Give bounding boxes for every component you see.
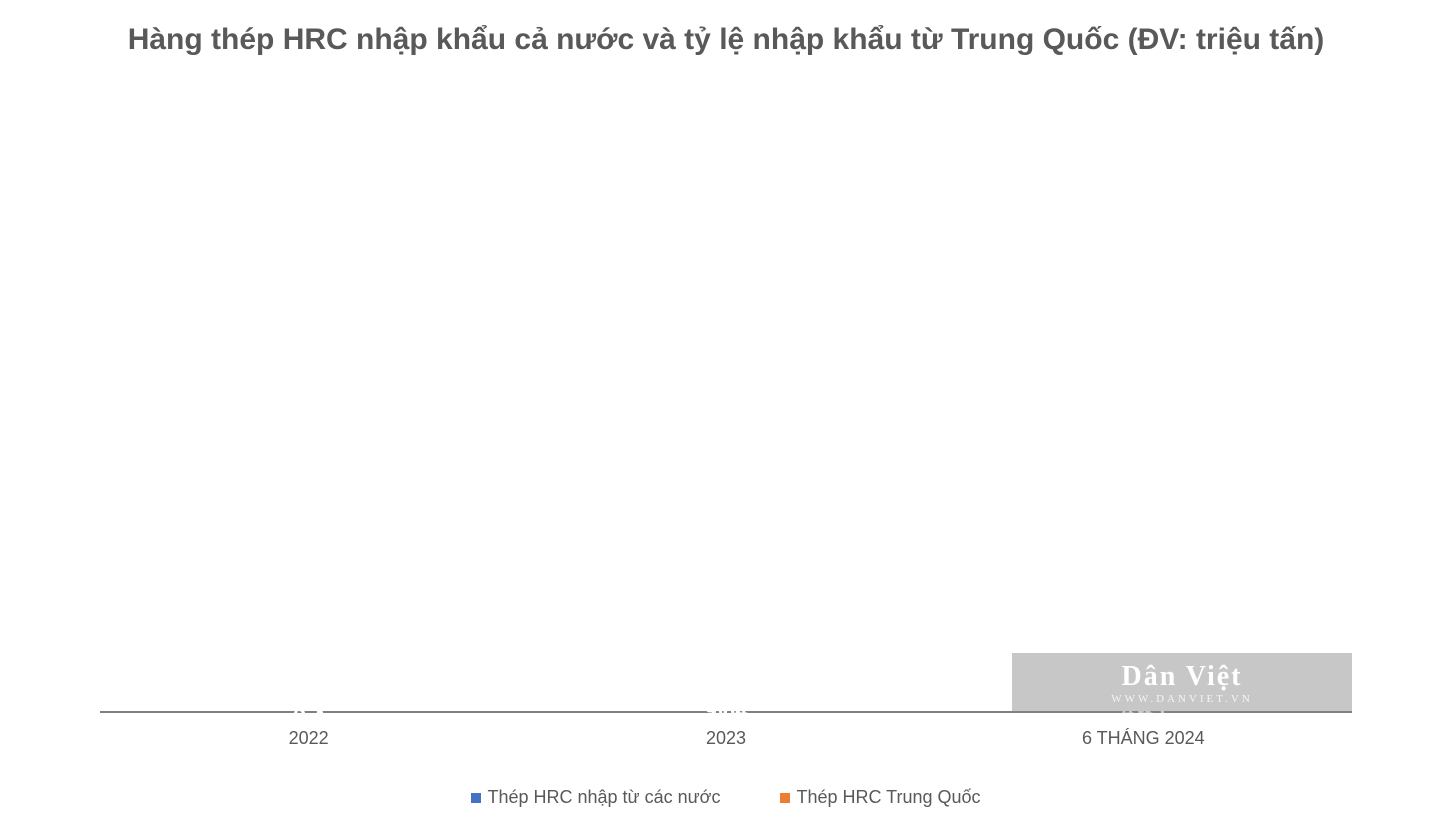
legend-label: Thép HRC nhập từ các nước bbox=[487, 787, 720, 807]
legend-item: Thép HRC nhập từ các nước bbox=[471, 787, 720, 808]
x-axis-label: 2022 bbox=[209, 728, 409, 749]
legend: Thép HRC nhập từ các nước Thép HRC Trung … bbox=[0, 787, 1452, 808]
legend-label: Thép HRC Trung Quốc bbox=[796, 787, 980, 807]
data-label: 4,45 bbox=[1122, 698, 1165, 724]
data-label: 3,3 bbox=[293, 698, 324, 724]
chart-container: Hàng thép HRC nhập khẩu cả nước và tỷ lệ… bbox=[0, 0, 1452, 818]
chart-title: Hàng thép HRC nhập khẩu cả nước và tỷ lệ… bbox=[0, 0, 1452, 71]
legend-item: Thép HRC Trung Quốc bbox=[780, 787, 980, 808]
legend-swatch bbox=[780, 793, 790, 803]
x-axis-label: 2023 bbox=[626, 728, 826, 749]
legend-swatch bbox=[471, 793, 481, 803]
x-axis-labels: 2022 2023 6 THÁNG 2024 bbox=[100, 728, 1352, 758]
data-label: 6,3 bbox=[711, 698, 742, 724]
x-axis-label: 6 THÁNG 2024 bbox=[1043, 728, 1243, 749]
plot-area: 8,13,39,646,364,45 bbox=[100, 190, 1352, 713]
